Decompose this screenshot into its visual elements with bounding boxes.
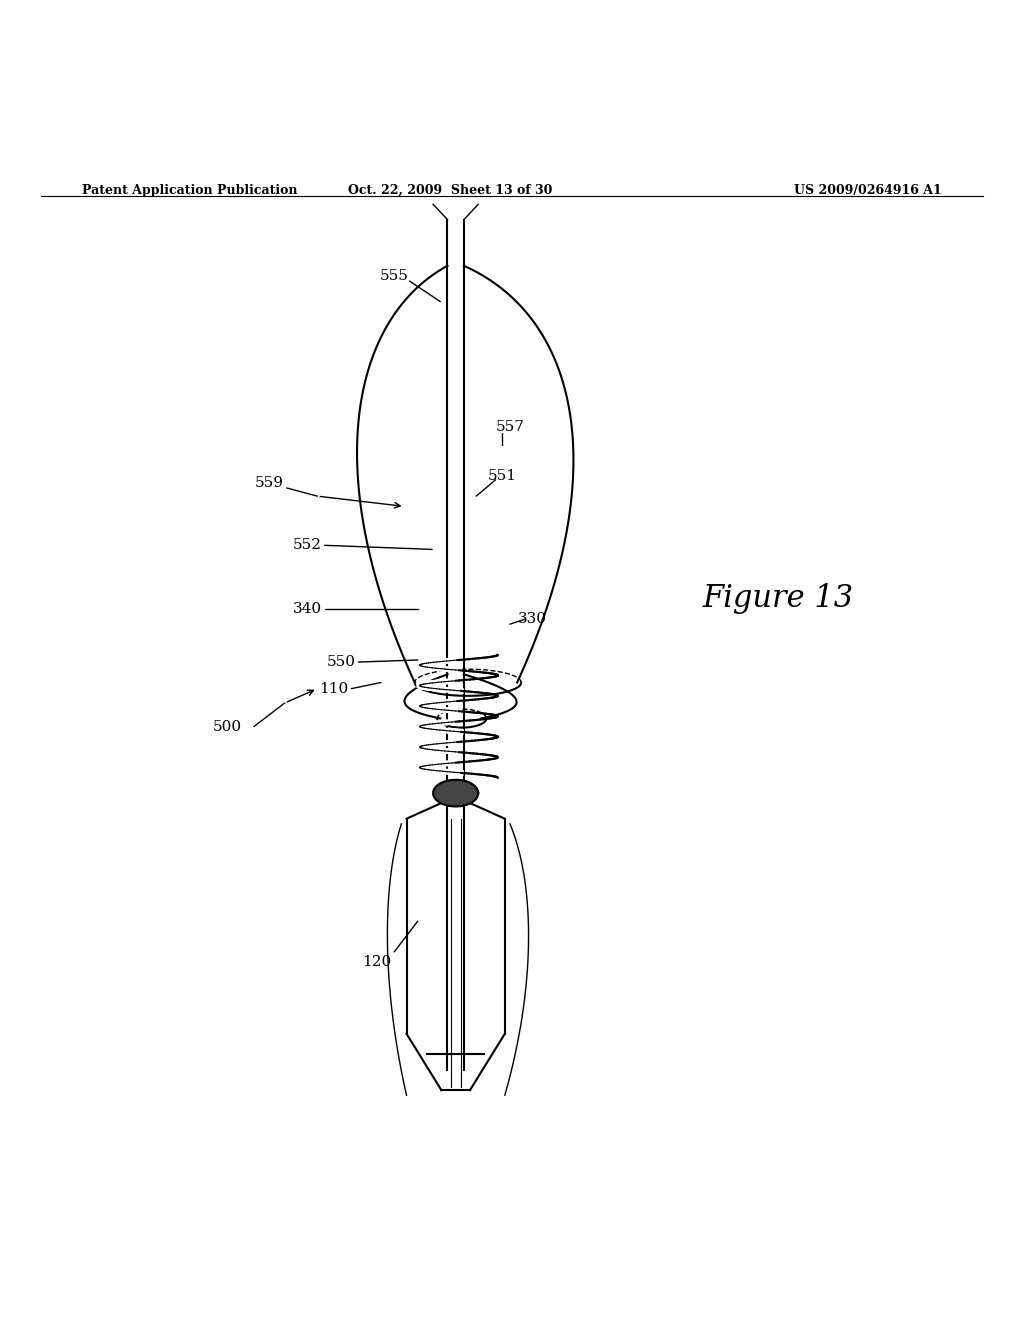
Polygon shape — [433, 780, 478, 807]
Text: 120: 120 — [362, 956, 391, 969]
Text: 557: 557 — [496, 420, 524, 433]
Text: Figure 13: Figure 13 — [702, 583, 854, 614]
Text: 552: 552 — [293, 539, 322, 552]
Text: Oct. 22, 2009  Sheet 13 of 30: Oct. 22, 2009 Sheet 13 of 30 — [348, 183, 553, 197]
Text: 550: 550 — [327, 655, 355, 669]
Text: 330: 330 — [518, 612, 547, 626]
Text: 555: 555 — [380, 269, 409, 282]
Text: 551: 551 — [487, 469, 516, 483]
Text: 110: 110 — [319, 681, 348, 696]
Text: Patent Application Publication: Patent Application Publication — [82, 183, 297, 197]
Text: 340: 340 — [293, 602, 322, 616]
Text: 500: 500 — [213, 719, 242, 734]
Text: US 2009/0264916 A1: US 2009/0264916 A1 — [795, 183, 942, 197]
Text: 559: 559 — [255, 475, 284, 490]
